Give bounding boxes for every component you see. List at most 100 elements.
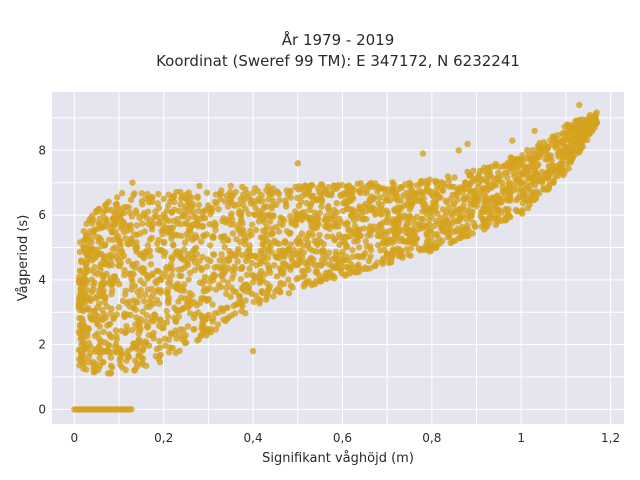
data-point	[377, 247, 384, 254]
data-point	[241, 241, 249, 248]
data-point	[439, 187, 446, 194]
data-point	[84, 332, 91, 340]
data-point	[282, 203, 290, 210]
data-point	[211, 264, 218, 271]
data-point	[400, 192, 407, 199]
data-point	[588, 125, 596, 132]
data-point	[94, 250, 101, 257]
data-point	[529, 160, 536, 167]
data-point	[94, 318, 101, 325]
chart-title-line1: År 1979 - 2019	[282, 30, 395, 49]
data-point	[135, 330, 142, 337]
data-point	[426, 217, 433, 224]
data-point	[280, 280, 287, 288]
data-point	[168, 271, 176, 279]
data-point	[514, 208, 521, 215]
data-point	[131, 367, 138, 374]
data-point	[571, 141, 578, 148]
data-point	[447, 209, 455, 216]
data-point	[357, 180, 364, 187]
data-point	[313, 212, 321, 219]
data-point	[507, 154, 515, 162]
data-point	[246, 251, 253, 258]
data-point	[175, 266, 182, 273]
data-point	[116, 213, 123, 220]
data-point	[304, 262, 311, 270]
data-point	[186, 199, 193, 207]
data-points	[71, 101, 601, 413]
data-point	[383, 219, 391, 226]
data-point	[144, 286, 152, 293]
data-point	[206, 278, 213, 285]
data-point	[104, 347, 111, 354]
data-point	[110, 236, 117, 243]
data-point	[382, 197, 389, 204]
data-point	[221, 243, 228, 251]
data-point	[381, 191, 389, 198]
data-point	[156, 358, 164, 366]
data-point	[427, 234, 435, 241]
data-point	[399, 252, 406, 259]
data-point	[433, 243, 440, 250]
data-point	[146, 247, 153, 254]
data-point	[519, 190, 527, 197]
data-point	[89, 220, 96, 227]
data-point	[439, 237, 446, 244]
data-point	[497, 209, 505, 216]
data-point	[308, 182, 316, 189]
data-point	[541, 151, 549, 158]
data-point	[264, 280, 271, 287]
data-point	[447, 195, 455, 202]
data-point	[94, 330, 102, 337]
data-point	[460, 233, 468, 240]
data-point	[586, 118, 594, 125]
data-point	[194, 193, 201, 200]
data-point	[203, 296, 210, 303]
data-point	[237, 276, 244, 283]
data-point	[405, 251, 412, 258]
data-point	[301, 267, 308, 275]
data-point	[195, 223, 202, 230]
data-point	[154, 200, 161, 207]
data-point	[77, 239, 84, 246]
data-point	[119, 297, 127, 304]
data-point	[138, 190, 145, 197]
data-point	[85, 325, 92, 332]
data-point	[263, 231, 270, 239]
data-point	[264, 290, 271, 298]
data-point	[354, 237, 361, 245]
data-point	[120, 228, 128, 236]
data-point	[229, 230, 237, 237]
data-point	[213, 200, 220, 207]
data-point	[242, 297, 249, 304]
data-point	[177, 201, 184, 208]
data-point	[355, 244, 363, 251]
data-point	[453, 191, 460, 199]
data-point	[144, 208, 152, 215]
data-point	[510, 164, 518, 172]
data-point	[451, 174, 458, 181]
data-point	[121, 209, 128, 217]
data-point	[300, 283, 308, 290]
outlier-point	[227, 182, 234, 190]
data-point	[226, 247, 233, 255]
data-point	[245, 210, 252, 217]
data-point	[324, 205, 332, 212]
data-point	[427, 247, 435, 254]
data-point	[112, 244, 119, 251]
data-point	[106, 251, 114, 259]
data-point	[343, 205, 351, 213]
data-point	[172, 318, 180, 325]
y-tick-label: 4	[38, 273, 46, 287]
data-point	[121, 267, 128, 274]
data-point	[113, 336, 121, 343]
data-point	[149, 271, 156, 279]
data-point	[221, 198, 229, 205]
data-point	[185, 299, 192, 307]
data-point	[184, 259, 191, 266]
y-axis-ticks: 0 2 4 6 8	[38, 143, 46, 416]
data-point	[367, 183, 375, 190]
data-point	[437, 194, 444, 201]
data-point	[163, 319, 171, 326]
data-point	[112, 327, 120, 334]
